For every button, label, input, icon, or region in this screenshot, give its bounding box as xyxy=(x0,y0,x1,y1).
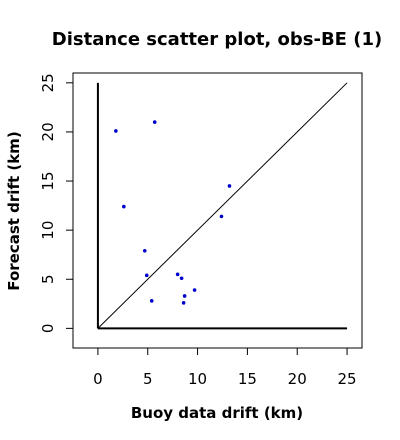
data-point xyxy=(114,129,118,133)
data-point xyxy=(149,299,154,303)
y-tick-label: 10 xyxy=(39,221,57,240)
chart-title: Distance scatter plot, obs-BE (1) xyxy=(52,29,382,50)
data-point xyxy=(175,272,180,277)
y-axis: 0 5 10 15 20 25 xyxy=(39,73,74,334)
points-layer xyxy=(114,120,232,305)
x-tick-label: 5 xyxy=(143,370,153,388)
y-tick-label: 0 xyxy=(39,324,57,334)
x-tick-label: 0 xyxy=(93,370,103,388)
data-point xyxy=(144,273,149,278)
data-point xyxy=(182,294,187,298)
x-tick-label: 25 xyxy=(338,370,357,388)
x-axis: 0 5 10 15 20 25 xyxy=(93,347,357,388)
data-point xyxy=(181,301,186,305)
identity-line xyxy=(97,82,348,329)
y-tick-label: 25 xyxy=(39,73,57,92)
reference-layer xyxy=(96,82,348,330)
x-axis-label: Buoy data drift (km) xyxy=(131,404,303,422)
x-tick-label: 20 xyxy=(288,370,307,388)
y-tick-label: 15 xyxy=(39,171,57,190)
x-tick-label: 10 xyxy=(188,370,207,388)
data-point xyxy=(122,204,126,209)
y-tick-label: 20 xyxy=(39,122,57,141)
data-point xyxy=(142,248,147,253)
data-point xyxy=(192,288,197,292)
y-tick-label: 5 xyxy=(39,274,57,284)
data-point xyxy=(219,214,224,219)
y-axis-label: Forecast drift (km) xyxy=(5,131,23,290)
data-point xyxy=(179,276,184,281)
x-tick-label: 15 xyxy=(238,370,257,388)
data-point xyxy=(227,184,232,188)
data-point xyxy=(152,120,157,124)
